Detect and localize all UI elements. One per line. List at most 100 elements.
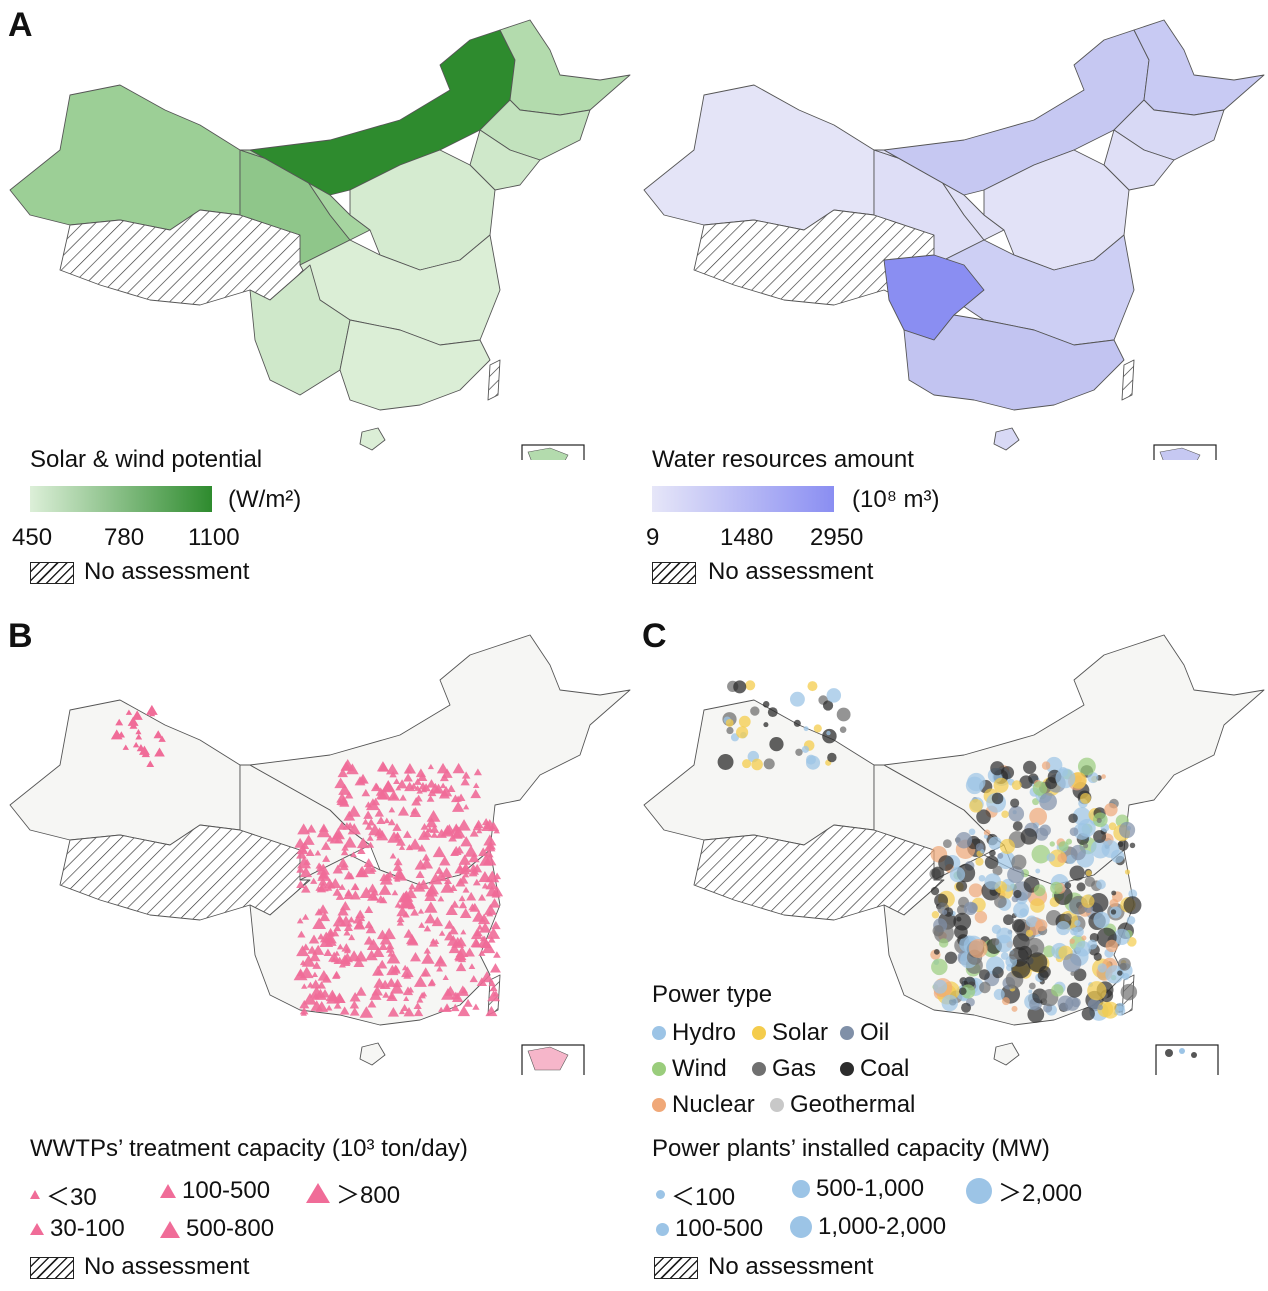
power-plant-marker (1011, 1005, 1018, 1012)
wwtp-marker (371, 985, 384, 996)
wwtp-marker (326, 835, 334, 842)
wwtp-marker (445, 904, 458, 915)
power-plant-marker (1008, 805, 1025, 822)
wwtp-marker (403, 995, 410, 1001)
power-plant-marker (1087, 939, 1098, 950)
wwtp-class-label: ＞800 (336, 1182, 401, 1209)
power-plant-marker (1041, 761, 1051, 770)
legend-wind: Wind (652, 1055, 727, 1083)
nuclear-swatch (652, 1098, 666, 1112)
power-plant-marker (836, 707, 851, 722)
wwtp-marker (448, 943, 461, 954)
wwtp-marker (424, 890, 437, 902)
wwtp-marker (348, 934, 356, 941)
wwtp-marker (472, 822, 483, 831)
wwtp-marker (341, 844, 349, 851)
power-plant-marker (1113, 928, 1130, 945)
power-plant-marker (1124, 869, 1131, 875)
wwtp-marker (488, 979, 496, 987)
region-taiwan (1121, 359, 1135, 401)
wwtp-marker (343, 810, 356, 821)
wwtp-marker (153, 730, 163, 739)
wwtp-marker (319, 931, 333, 943)
wwtp-marker (434, 866, 444, 874)
power-plant-marker (993, 777, 1009, 793)
wwtp-marker (394, 876, 401, 882)
power-plant-marker (1058, 841, 1069, 852)
triangle-icon (30, 1223, 44, 1235)
wwtp-marker (132, 741, 140, 748)
wwtp-marker (398, 844, 406, 850)
wwtp-marker (301, 884, 311, 893)
wwtp-marker (413, 881, 426, 892)
power-plant-marker (827, 752, 837, 763)
wwtp-marker (349, 992, 361, 1002)
power-plant-marker (969, 799, 983, 813)
wwtp-marker (390, 981, 404, 994)
wwtp-marker (315, 862, 323, 869)
wwtp-marker (378, 883, 392, 895)
wwtp-marker (148, 710, 156, 717)
wwtp-marker (332, 887, 342, 896)
wwtp-marker (452, 762, 465, 774)
power-plant-marker (1120, 983, 1138, 1001)
wwtp-marker (431, 916, 444, 927)
no-assessment-label: No assessment (708, 558, 874, 585)
wwtp-marker (444, 919, 455, 929)
legend-gas: Gas (752, 1055, 816, 1083)
wwtp-marker (396, 915, 405, 923)
wwtp-marker (378, 942, 388, 951)
geothermal-swatch (770, 1098, 784, 1112)
power-plant-marker (1013, 889, 1022, 899)
wwtp-marker (413, 1002, 422, 1010)
legend-label: Geothermal (790, 1091, 916, 1118)
power-plant-marker (1029, 807, 1048, 826)
power-plant-marker (1069, 865, 1085, 881)
capacity-class-1: ＜100 (656, 1177, 735, 1212)
power-plant-marker (1007, 866, 1025, 884)
power-plant-marker (1074, 920, 1081, 927)
wwtp-marker (427, 763, 434, 770)
power-plant-marker (961, 1002, 972, 1013)
power-plant-marker (955, 832, 973, 849)
wwtp-marker (316, 825, 331, 838)
power-plant-marker (726, 726, 734, 735)
wwtp-marker (424, 913, 437, 924)
power-plant-marker (979, 969, 990, 980)
power-plant-marker (1020, 828, 1038, 845)
no-assessment-swatch (30, 562, 74, 584)
wwtp-marker (335, 956, 344, 964)
power-plant-marker (1010, 798, 1020, 808)
wwtp-marker (347, 916, 355, 923)
wwtp-class-4: 500-800 (160, 1215, 274, 1243)
wwtp-marker (393, 857, 403, 866)
power-plant-marker (956, 916, 962, 922)
power-plant-marker (1097, 1004, 1103, 1011)
power-plant-marker (1128, 889, 1138, 899)
wwtp-marker (372, 965, 385, 976)
wwtp-marker (426, 810, 441, 822)
wwtp-marker (458, 854, 471, 865)
wwtp-marker (376, 789, 388, 800)
wwtp-marker (473, 768, 482, 776)
power-plant-marker (1087, 772, 1099, 784)
wwtp-marker (401, 966, 414, 978)
legend-oil: Oil (840, 1019, 889, 1047)
power-plant-marker (980, 849, 985, 854)
power-plant-marker (949, 866, 966, 883)
wwtp-marker (418, 782, 428, 790)
wwtp-marker (450, 845, 462, 856)
wwtp-marker (332, 914, 347, 927)
wwtp-marker (146, 760, 155, 767)
wwtp-marker (297, 930, 306, 938)
wwtp-marker (423, 947, 432, 954)
wwtp-marker (387, 818, 396, 826)
wwtp-marker (480, 971, 494, 983)
power-plant-marker (968, 883, 983, 898)
power-plant-marker (1110, 909, 1117, 915)
power-plant-marker (991, 938, 1000, 946)
power-plant-marker (1029, 944, 1039, 954)
power-plant-marker (789, 691, 805, 707)
wwtp-marker (145, 704, 158, 715)
triangle-icon (160, 1184, 176, 1198)
